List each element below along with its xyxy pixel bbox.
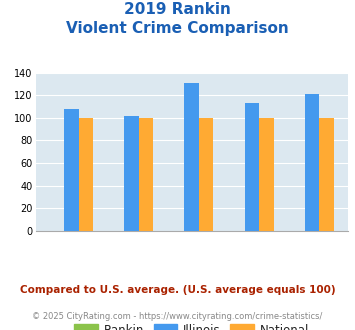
Bar [245, 103, 259, 231]
Bar [305, 94, 319, 231]
Bar [319, 118, 334, 231]
Text: © 2025 CityRating.com - https://www.cityrating.com/crime-statistics/: © 2025 CityRating.com - https://www.city… [32, 312, 323, 321]
Text: Compared to U.S. average. (U.S. average equals 100): Compared to U.S. average. (U.S. average … [20, 285, 335, 295]
Bar [259, 118, 274, 231]
Bar [185, 83, 199, 231]
Text: Violent Crime Comparison: Violent Crime Comparison [66, 21, 289, 36]
Bar [64, 109, 78, 231]
Legend: Rankin, Illinois, National: Rankin, Illinois, National [70, 319, 314, 330]
Bar [124, 115, 139, 231]
Bar [78, 118, 93, 231]
Bar [199, 118, 213, 231]
Text: 2019 Rankin: 2019 Rankin [124, 2, 231, 16]
Bar [139, 118, 153, 231]
